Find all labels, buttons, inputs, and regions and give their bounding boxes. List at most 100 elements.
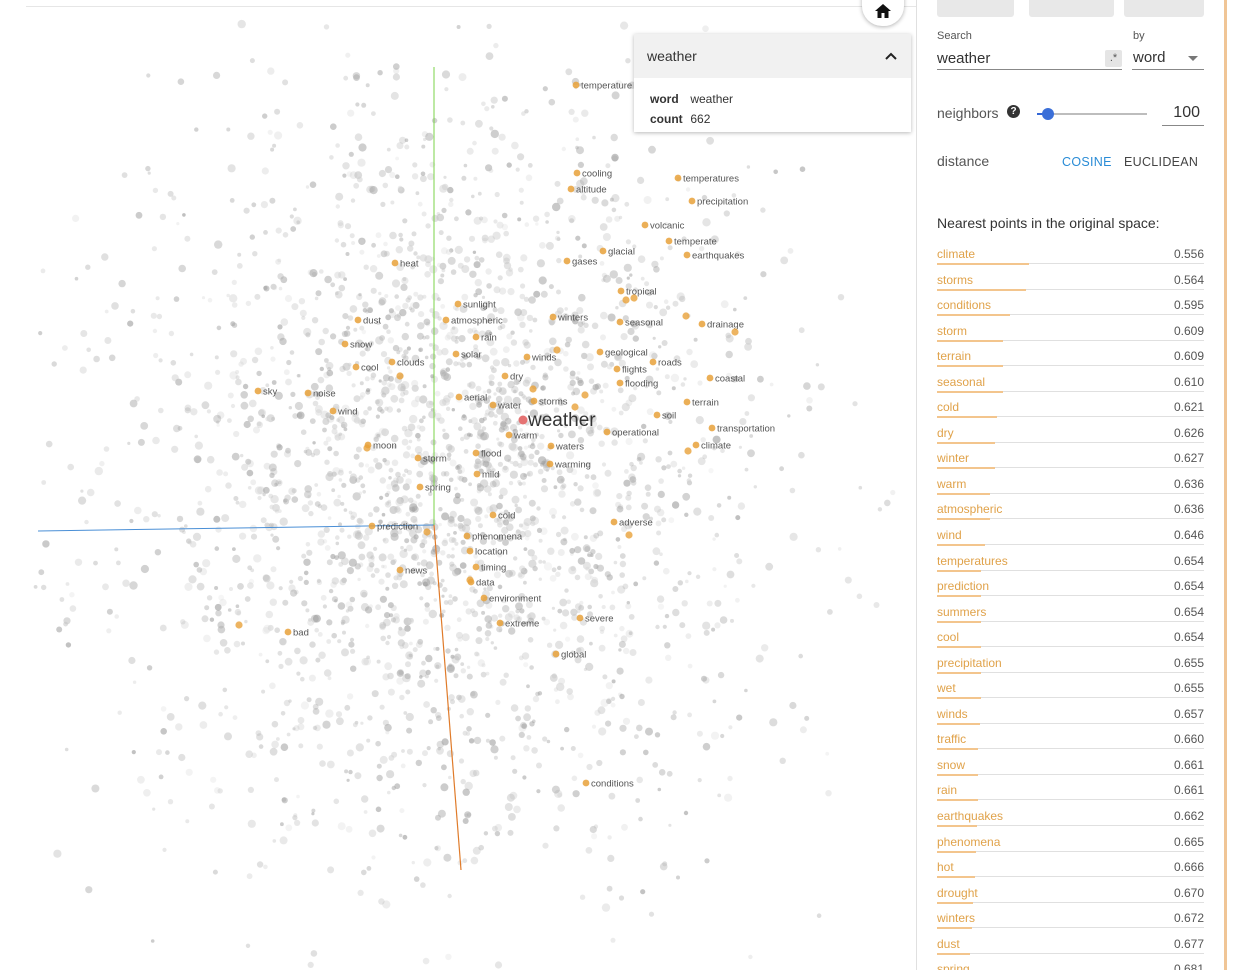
neighbor-point[interactable]: roads [649,358,682,369]
neighbor-point[interactable]: environment [480,594,542,605]
neighbor-point[interactable]: aerial [455,393,488,404]
neighbor-point[interactable]: tropical [617,287,657,298]
nearest-point-item[interactable]: rain 0.661 [937,780,1204,806]
distance-cosine-button[interactable]: COSINE [1062,155,1112,169]
nearest-point-item[interactable]: traffic 0.660 [937,729,1204,755]
nearest-point-item[interactable]: phenomena 0.665 [937,832,1204,858]
neighbor-point[interactable]: location [466,547,508,558]
neighbor-point[interactable]: spring [416,483,451,494]
neighbor-point[interactable]: cooling [573,169,613,180]
neighbor-point[interactable]: rain [472,333,497,344]
nearest-point-item[interactable]: terrain 0.609 [937,346,1204,372]
neighbors-input[interactable]: 100 [1162,100,1204,126]
neighbor-point[interactable]: flood [472,449,502,460]
nearest-point-item[interactable]: winds 0.657 [937,704,1204,730]
neighbor-point[interactable]: flooding [616,379,659,390]
neighbor-point[interactable]: clouds [388,358,425,369]
regex-toggle-button[interactable]: .* [1105,50,1122,67]
neighbor-point[interactable]: winds [523,353,557,364]
neighbor-point[interactable]: mild [473,470,500,481]
neighbor-point[interactable]: global [552,650,587,661]
neighbor-point[interactable]: news [396,566,428,577]
nearest-point-item[interactable]: winter 0.627 [937,448,1204,474]
neighbor-point[interactable]: adverse [610,518,653,529]
nearest-point-item[interactable]: prediction 0.654 [937,576,1204,602]
nearest-point-item[interactable]: warm 0.636 [937,474,1204,500]
neighbor-point[interactable]: bad [284,628,309,639]
search-field[interactable]: .* [937,46,1122,70]
panel-top-button-1[interactable] [937,0,1014,17]
panel-resize-handle[interactable] [1224,0,1227,970]
neighbor-point[interactable]: temperature [572,81,633,92]
neighbor-point[interactable]: warm [505,431,538,442]
neighbor-point[interactable]: operational [603,428,659,439]
neighbor-point[interactable]: glacial [599,247,635,258]
neighbors-slider-handle[interactable] [1042,108,1054,120]
nearest-point-item[interactable]: dry 0.626 [937,423,1204,449]
nearest-point-item[interactable]: precipitation 0.655 [937,653,1204,679]
neighbor-point[interactable]: volcanic [641,221,685,232]
search-input[interactable] [937,47,1097,69]
scatter-plot[interactable]: temperature cooling altitude temperatures pr… [0,0,916,970]
nearest-point-item[interactable]: summers 0.654 [937,602,1204,628]
inspector-header[interactable]: weather [634,34,911,78]
neighbor-point[interactable]: warming [546,460,591,471]
neighbor-point[interactable]: climate [692,441,731,452]
selected-point[interactable]: weather [518,410,597,431]
nearest-point-item[interactable]: climate 0.556 [937,244,1204,270]
projection-canvas[interactable]: temperature cooling altitude temperatures pr… [0,0,916,970]
chevron-up-icon[interactable] [884,51,898,61]
neighbor-point[interactable]: geological [596,348,648,359]
neighbor-point[interactable]: winters [549,313,589,324]
neighbor-point[interactable]: timing [472,563,507,574]
neighbor-point[interactable]: terrain [683,398,719,409]
neighbors-slider[interactable] [1037,108,1147,120]
neighbor-point[interactable]: storms [530,397,568,408]
neighbor-point[interactable]: drainage [698,320,744,331]
distance-euclidean-button[interactable]: EUCLIDEAN [1124,155,1199,169]
neighbor-point[interactable]: atmospheric [442,316,503,327]
nearest-point-item[interactable]: temperatures 0.654 [937,551,1204,577]
neighbor-point[interactable]: severe [576,614,614,625]
neighbor-point[interactable]: coastal [706,374,746,385]
nearest-point-item[interactable]: cold 0.621 [937,397,1204,423]
nearest-point-item[interactable]: wet 0.655 [937,678,1204,704]
neighbor-point[interactable]: flights [613,365,647,376]
neighbor-point[interactable]: seasonal [616,318,663,329]
nearest-point-item[interactable]: conditions 0.595 [937,295,1204,321]
nearest-point-item[interactable]: cool 0.654 [937,627,1204,653]
neighbor-point[interactable]: cold [489,511,516,522]
nearest-point-item[interactable]: spring 0.681 [937,959,1204,970]
neighbor-point[interactable]: conditions [582,779,634,790]
neighbor-point[interactable]: soil [653,411,677,422]
search-by-select[interactable]: word [1132,46,1204,70]
nearest-point-item[interactable]: storm 0.609 [937,321,1204,347]
neighbor-point[interactable]: snow [341,340,373,351]
neighbor-point[interactable]: heat [391,259,419,270]
neighbor-point[interactable]: solar [452,350,482,361]
neighbor-point[interactable]: sky [254,387,278,398]
nearest-point-item[interactable]: earthquakes 0.662 [937,806,1204,832]
nearest-point-item[interactable]: seasonal 0.610 [937,372,1204,398]
help-icon[interactable]: ? [1007,105,1020,118]
neighbor-point[interactable]: wind [329,407,358,418]
neighbor-point[interactable]: prediction [368,522,419,533]
neighbor-point[interactable]: transportation [708,424,775,435]
neighbor-point[interactable]: altitude [567,185,607,196]
nearest-point-item[interactable]: hot 0.666 [937,857,1204,883]
neighbor-point[interactable]: extreme [496,619,540,630]
neighbor-point[interactable]: temperatures [674,174,740,185]
panel-top-button-2[interactable] [1029,0,1114,17]
neighbor-point[interactable]: noise [304,389,336,400]
neighbor-point[interactable]: dry [501,372,524,383]
neighbor-point[interactable]: earthquakes [683,251,745,262]
neighbor-point[interactable]: water [489,401,522,412]
neighbor-point[interactable]: temperate [665,237,717,248]
nearest-point-item[interactable]: storms 0.564 [937,270,1204,296]
neighbor-point[interactable]: precipitation [688,197,749,208]
nearest-point-item[interactable]: dust 0.677 [937,934,1204,960]
neighbor-point[interactable]: sunlight [454,300,497,311]
neighbor-point[interactable]: storm [414,454,447,465]
nearest-point-item[interactable]: atmospheric 0.636 [937,499,1204,525]
nearest-point-item[interactable]: winters 0.672 [937,908,1204,934]
